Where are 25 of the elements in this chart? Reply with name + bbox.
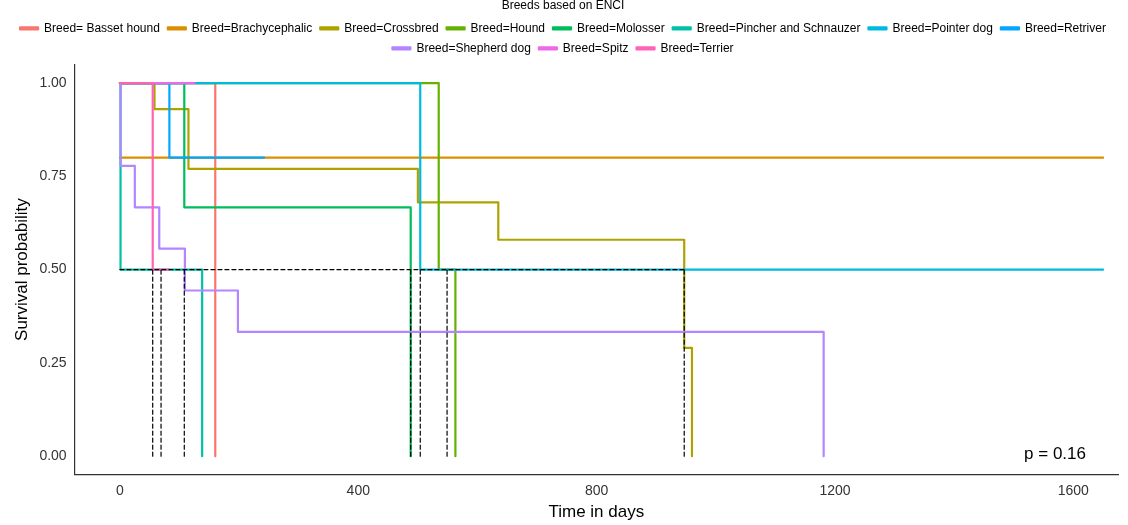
- y-tick-label: 0.50: [39, 260, 67, 277]
- legend-label: Breed=Pincher and Schnauzer: [696, 20, 861, 35]
- x-axis-title: Time in days: [548, 502, 645, 522]
- annotation: p = 0.16: [1024, 443, 1086, 463]
- y-axis-title: Survival probability: [11, 197, 31, 341]
- x-tick-label: 1200: [819, 482, 851, 499]
- legend-label: Breed=Crossbred: [344, 20, 439, 35]
- x-tick-label: 400: [346, 482, 371, 499]
- legend-label: Breed=Brachycephalic: [191, 20, 313, 35]
- legend-label: Breed=Pointer dog: [892, 20, 993, 35]
- legend-label: Breed=Terrier: [660, 40, 734, 55]
- x-tick-label: 0: [116, 482, 125, 499]
- y-tick-label: 0.25: [39, 353, 67, 370]
- x-tick-label: 1600: [1057, 482, 1090, 499]
- legend-label: Breed=Shepherd dog: [416, 40, 531, 55]
- y-tick-label: 0.00: [39, 447, 67, 463]
- legend-label: Breed= Basset hound: [44, 20, 160, 35]
- legend-title: Breeds based on ENCI: [501, 0, 625, 13]
- x-tick-label: 800: [584, 482, 609, 499]
- y-tick-label: 1.00: [39, 73, 67, 90]
- legend-label: Breed=Hound: [470, 20, 545, 35]
- y-tick-label: 0.75: [39, 167, 67, 184]
- legend-label: Breed=Spitz: [562, 40, 629, 55]
- legend-label: Breed=Retriver: [1024, 20, 1106, 35]
- legend-label: Breed=Molosser: [577, 20, 665, 35]
